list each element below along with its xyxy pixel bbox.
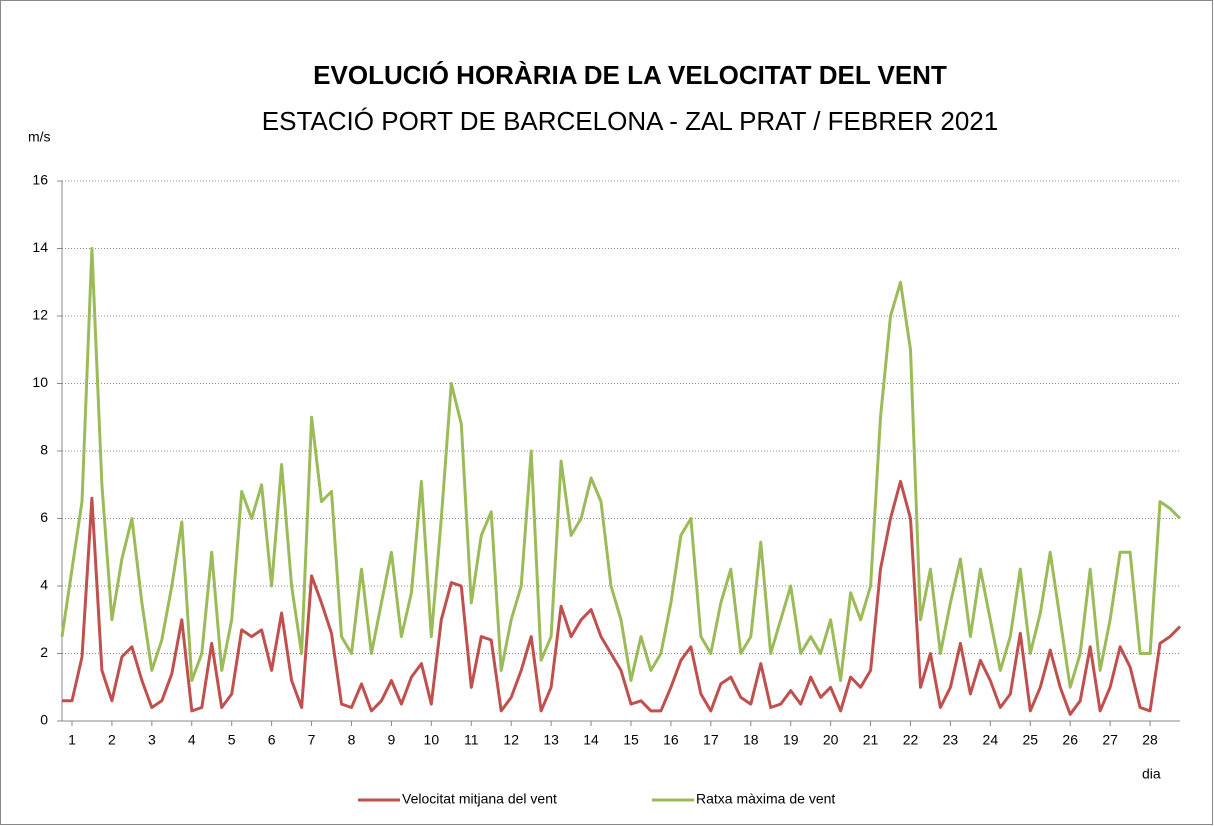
x-tick-label: 5 [228,732,236,748]
y-tick-label: 12 [32,307,48,323]
chart-title: EVOLUCIÓ HORÀRIA DE LA VELOCITAT DEL VEN… [313,60,947,90]
y-axis-label: m/s [28,129,51,145]
y-tick-label: 4 [40,577,48,593]
x-tick-label: 22 [903,732,919,748]
x-tick-label: 12 [503,732,519,748]
x-tick-label: 25 [1022,732,1038,748]
x-tick-label: 13 [543,732,559,748]
x-tick-label: 27 [1102,732,1118,748]
x-tick-label: 19 [783,732,799,748]
y-tick-label: 8 [40,442,48,458]
x-tick-label: 23 [943,732,959,748]
x-tick-label: 2 [108,732,116,748]
x-tick-label: 15 [623,732,639,748]
x-tick-label: 7 [308,732,316,748]
x-tick-label: 8 [348,732,356,748]
y-tick-label: 6 [40,509,48,525]
x-tick-label: 11 [464,732,479,748]
x-tick-label: 3 [148,732,156,748]
y-tick-label: 2 [40,644,48,660]
y-tick-label: 0 [40,712,48,728]
x-tick-label: 4 [188,732,196,748]
x-tick-label: 9 [388,732,396,748]
x-tick-label: 10 [424,732,440,748]
x-tick-label: 1 [68,732,76,748]
x-tick-label: 6 [268,732,276,748]
x-tick-label: 17 [703,732,719,748]
legend-label: Ratxa màxima de vent [696,791,835,807]
x-tick-label: 28 [1142,732,1158,748]
x-tick-label: 18 [743,732,759,748]
legend-label: Velocitat mitjana del vent [402,791,557,807]
y-tick-label: 16 [32,172,48,188]
series-line [62,479,1182,716]
x-tick-label: 26 [1062,732,1078,748]
x-axis-label: dia [1142,766,1161,782]
x-tick-label: 24 [983,732,999,748]
x-tick-label: 16 [663,732,679,748]
chart-subtitle: ESTACIÓ PORT DE BARCELONA - ZAL PRAT / F… [262,106,998,136]
x-tick-label: 20 [823,732,839,748]
x-tick-label: 21 [863,732,879,748]
series-line [60,247,1182,689]
y-tick-label: 14 [32,239,48,255]
x-tick-label: 14 [583,732,599,748]
y-tick-label: 10 [32,374,48,390]
